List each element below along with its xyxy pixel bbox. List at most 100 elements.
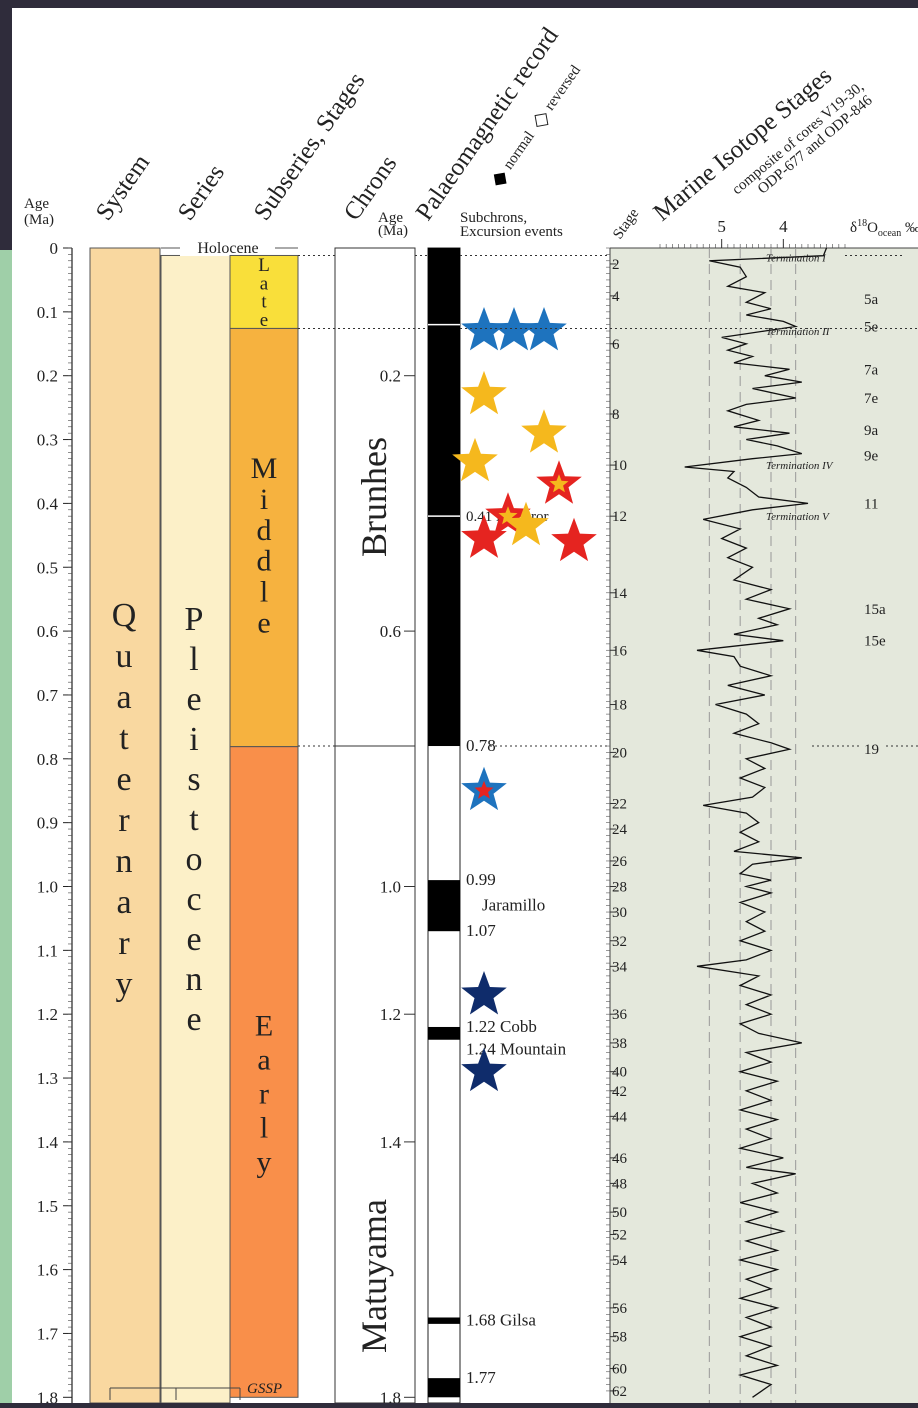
chrons-box — [334, 247, 416, 1404]
series-label-char: e — [186, 921, 201, 958]
series-label-char: l — [189, 641, 198, 678]
chron-matuyama-label: Matuyama — [354, 1199, 394, 1353]
termination-label: Termination I — [766, 253, 827, 265]
chrons-column: Brunhes Matuyama 0.2 0.6 1.0 1.2 1.4 1.8 — [334, 247, 416, 1407]
mis-stage-label: 56 — [612, 1301, 628, 1317]
event-star — [503, 501, 549, 546]
mis-substage-label: 11 — [864, 496, 878, 512]
series-label-char: n — [186, 961, 203, 998]
mis-stage-label: 30 — [612, 905, 627, 921]
age-tick-label: 0.1 — [37, 303, 58, 322]
subchron-label: 1.07 — [466, 921, 496, 940]
system-label-char: r — [118, 925, 130, 962]
mis-stage-label: 54 — [612, 1253, 628, 1269]
event-star — [491, 307, 537, 351]
age-tick-label: 1.3 — [37, 1069, 58, 1088]
system-column — [89, 247, 161, 1404]
event-star — [521, 307, 567, 351]
mis-substage-label: 7e — [864, 391, 879, 407]
legend-reversed-swatch — [534, 113, 549, 127]
chron-tick-label: 0.6 — [380, 622, 401, 641]
subchron-label: 1.77 — [466, 1368, 496, 1387]
event-star — [461, 514, 507, 558]
series-label-char: i — [189, 721, 198, 758]
mis-stage-label: 62 — [612, 1384, 627, 1400]
mis-stage-label: 28 — [612, 880, 627, 896]
mis-stage-label: 58 — [612, 1330, 627, 1346]
subchron-label: 1.24 Mountain — [466, 1039, 567, 1058]
chron-tick-label: 0.2 — [380, 367, 401, 386]
stage-middle-label-char: e — [257, 606, 270, 639]
mis-stage-label: 24 — [612, 822, 628, 838]
age-tick-label: 0.2 — [37, 367, 58, 386]
mis-stage-label: 38 — [612, 1036, 627, 1052]
age-tick-label: 1.2 — [37, 1005, 58, 1024]
system-label-char: y — [116, 966, 133, 1003]
event-star-inner — [549, 474, 569, 493]
event-star — [521, 409, 567, 453]
gssp-label: GSSP — [247, 1381, 282, 1397]
mis-stage-label: 4 — [612, 289, 620, 305]
event-star-inner — [498, 506, 518, 525]
d18o-tick-label: 5 — [717, 217, 726, 236]
columns: QuaternaryPleistoceneHoloceneLateMiddleE… — [89, 240, 299, 1404]
polarity-normal-band — [428, 1378, 460, 1398]
chron-tick-label: 1.4 — [380, 1133, 402, 1152]
holocene-bg — [180, 240, 275, 256]
event-stars — [452, 307, 597, 1092]
chron-tick-label: 1.0 — [380, 878, 401, 897]
termination-label: Termination II — [766, 326, 831, 338]
subchron-label: Jaramillo — [482, 896, 545, 915]
mis-stage-label: 44 — [612, 1109, 628, 1125]
stage-middle-label-char: i — [260, 483, 268, 516]
chron-brunhes-label: Brunhes — [354, 437, 394, 557]
stage-early-label-char: a — [257, 1044, 270, 1077]
mis-panel — [610, 248, 918, 1403]
mis-stage-label: 12 — [612, 509, 627, 525]
age-header-line1: Age — [24, 196, 49, 212]
stage-late-label-char: e — [260, 310, 268, 331]
stage-early-label-char: y — [257, 1146, 272, 1179]
age-tick-label: 1.5 — [37, 1197, 58, 1216]
polarity-normal-band — [428, 1026, 460, 1040]
system-label-char: e — [116, 761, 131, 798]
polarity-normal-band — [428, 1317, 460, 1324]
mis-stage-label: 60 — [612, 1362, 627, 1378]
age-tick-label: 1.4 — [37, 1133, 59, 1152]
stage-middle — [229, 327, 299, 748]
mis-stage-label: 14 — [612, 586, 628, 602]
series-column — [160, 254, 231, 1404]
stage-late-label-char: L — [258, 255, 270, 276]
polarity-normal-band — [428, 880, 460, 932]
holocene-label: Holocene — [197, 240, 258, 257]
age-tick-label: 0.7 — [37, 686, 59, 705]
mis-stage-label: 10 — [612, 458, 627, 474]
mis-stage-label: 16 — [612, 643, 628, 659]
stage-early-label-char: r — [259, 1078, 269, 1111]
age-tick-label: 1.0 — [37, 878, 58, 897]
mis-substage-label: 15a — [864, 602, 886, 618]
series-label-char: e — [186, 681, 201, 718]
stage-early-label-char: E — [255, 1010, 273, 1043]
event-star-inner — [474, 780, 494, 799]
system-label-char: Q — [112, 597, 137, 634]
age-tick-label: 1.8 — [37, 1388, 58, 1403]
mis-stage-label: 40 — [612, 1065, 627, 1081]
age-tick-label: 0.4 — [37, 494, 59, 513]
chron-tick-label: 1.8 — [380, 1388, 401, 1403]
series-label-char: s — [187, 761, 200, 798]
age2-header-line1: Age — [378, 210, 403, 226]
mis-stage-label: 20 — [612, 745, 627, 761]
mis-stage-label: 22 — [612, 796, 627, 812]
age-tick-label: 0 — [50, 239, 59, 258]
series-label-char: c — [186, 881, 201, 918]
age2-header-line2: (Ma) — [378, 223, 408, 239]
stage-middle-label-char: d — [257, 545, 272, 578]
mis-substage-label: 15e — [864, 634, 886, 650]
left-background-strip — [0, 250, 12, 1403]
age-axis: 0 0.1 0.2 0.3 0.4 0.5 0.6 0.7 0.8 0.9 1.0 1.1 1.2 1.3… — [37, 239, 73, 1407]
boundary-lines — [298, 254, 918, 747]
age-tick-label: 1.1 — [37, 941, 58, 960]
mis-stage-label: 8 — [612, 407, 620, 423]
